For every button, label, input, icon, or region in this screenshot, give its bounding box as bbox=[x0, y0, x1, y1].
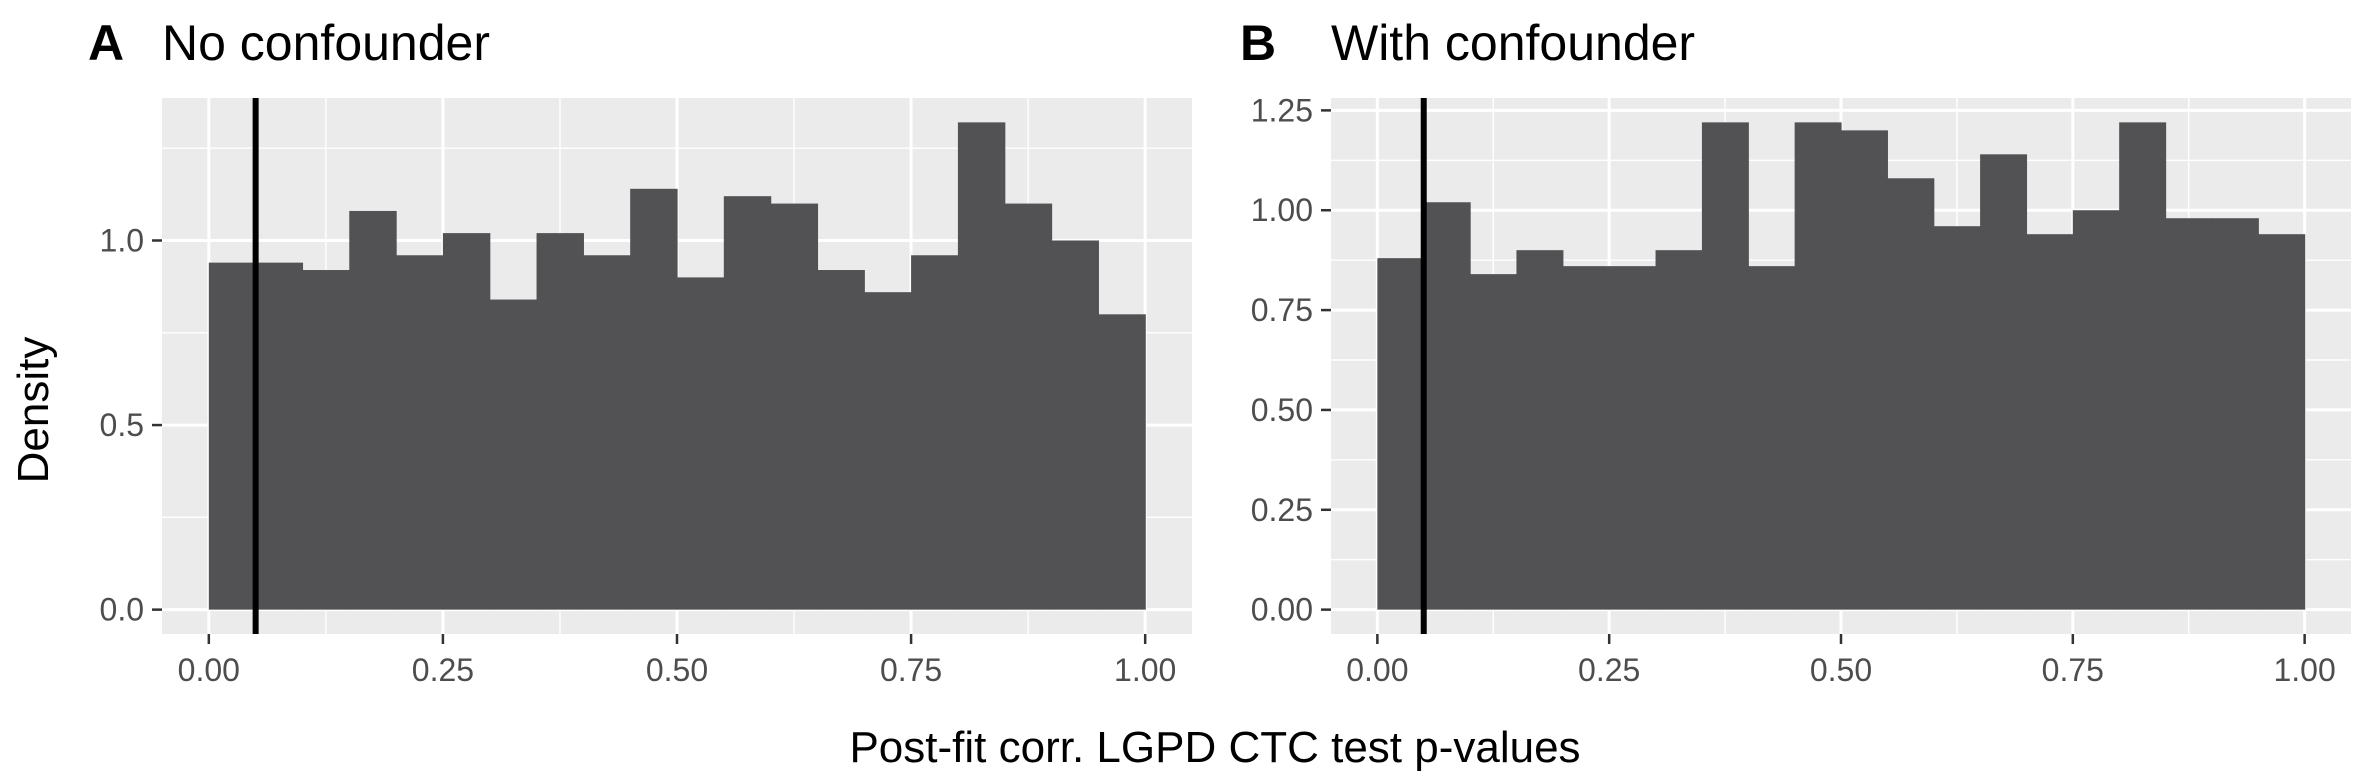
histogram-bar bbox=[1423, 202, 1471, 610]
histogram-bar bbox=[957, 122, 1006, 610]
panel-tag: B bbox=[1240, 15, 1276, 71]
histogram-bar bbox=[1004, 203, 1053, 610]
y-tick-label: 0.5 bbox=[100, 407, 144, 443]
histogram-bar bbox=[1980, 154, 2028, 610]
histogram-bar bbox=[396, 255, 444, 610]
histogram-bar bbox=[630, 188, 678, 610]
panels: A No confounder 0.00 0.25 0.50 0.75 1.00 0.0 0.5… bbox=[88, 15, 2351, 688]
y-tick-label: 1.00 bbox=[1251, 192, 1313, 228]
y-tick-label: 0.0 bbox=[100, 592, 144, 628]
x-tick-label: 0.75 bbox=[2042, 652, 2104, 688]
histogram-bar bbox=[208, 262, 257, 610]
histogram-bar bbox=[349, 210, 397, 610]
y-tick-label: 0.50 bbox=[1251, 392, 1313, 428]
histogram-bar bbox=[2119, 122, 2167, 610]
y-tick-label: 0.00 bbox=[1251, 592, 1313, 628]
histogram-bar bbox=[2072, 210, 2120, 610]
histogram-bar bbox=[1794, 122, 1842, 610]
y-tick-label: 0.25 bbox=[1251, 492, 1313, 528]
histogram-bar bbox=[1051, 240, 1099, 610]
histogram-bar bbox=[723, 196, 772, 610]
panel-title: With confounder bbox=[1331, 15, 1695, 71]
panel-a: A No confounder 0.00 0.25 0.50 0.75 1.00 0.0 0.5… bbox=[88, 15, 1192, 688]
histogram-bar bbox=[911, 255, 959, 610]
panel-tag: A bbox=[88, 15, 124, 71]
x-tick-label: 0.00 bbox=[1346, 652, 1408, 688]
histogram-bar bbox=[583, 255, 631, 610]
histogram-bar bbox=[864, 292, 912, 610]
panel-title: No confounder bbox=[162, 15, 490, 71]
histogram-bar bbox=[1655, 250, 1703, 610]
x-tick-label: 1.00 bbox=[2273, 652, 2335, 688]
histogram-bar bbox=[489, 299, 538, 610]
x-tick-label: 0.50 bbox=[646, 652, 708, 688]
y-tick-label: 0.75 bbox=[1251, 292, 1313, 328]
histogram-bar bbox=[1701, 122, 1749, 610]
x-axis-title: Post-fit corr. LGPD CTC test p-values bbox=[849, 723, 1580, 772]
y-tick-label: 1.25 bbox=[1251, 92, 1313, 128]
histogram-bar bbox=[2165, 218, 2213, 610]
x-tick-label: 0.50 bbox=[1810, 652, 1872, 688]
histogram-bar bbox=[442, 233, 491, 610]
x-tick-label: 1.00 bbox=[1114, 652, 1176, 688]
histogram-bar bbox=[1516, 250, 1564, 610]
x-tick-label: 0.00 bbox=[178, 652, 240, 688]
histogram-bar bbox=[677, 277, 725, 610]
histogram-bar bbox=[1377, 258, 1425, 610]
histogram-bar bbox=[1609, 266, 1657, 610]
histogram-bar bbox=[770, 203, 819, 610]
histogram-bar bbox=[302, 270, 350, 610]
x-tick-label: 0.75 bbox=[880, 652, 942, 688]
panel-b: B With confounder 0.00 0.25 0.50 0.75 1.00 0.00… bbox=[1240, 15, 2351, 688]
y-axis-title: Density bbox=[9, 337, 58, 484]
histogram-bar bbox=[1562, 266, 1610, 610]
histogram-bar bbox=[536, 233, 584, 610]
histogram-bar bbox=[817, 270, 865, 610]
x-tick-label: 0.25 bbox=[412, 652, 474, 688]
x-tick-label: 0.25 bbox=[1578, 652, 1640, 688]
histogram-bar bbox=[2211, 218, 2259, 610]
histogram-bar bbox=[2258, 234, 2306, 610]
histogram-bar bbox=[1933, 226, 1981, 610]
histogram-bar bbox=[1841, 130, 1888, 610]
histogram-bar bbox=[2026, 234, 2074, 610]
histogram-bar bbox=[1748, 266, 1796, 610]
histogram-bar bbox=[255, 262, 304, 610]
histogram-bar bbox=[1470, 274, 1518, 610]
histogram-bar bbox=[1887, 178, 1935, 610]
y-tick-label: 1.0 bbox=[100, 222, 144, 258]
histogram-bar bbox=[1098, 314, 1146, 610]
